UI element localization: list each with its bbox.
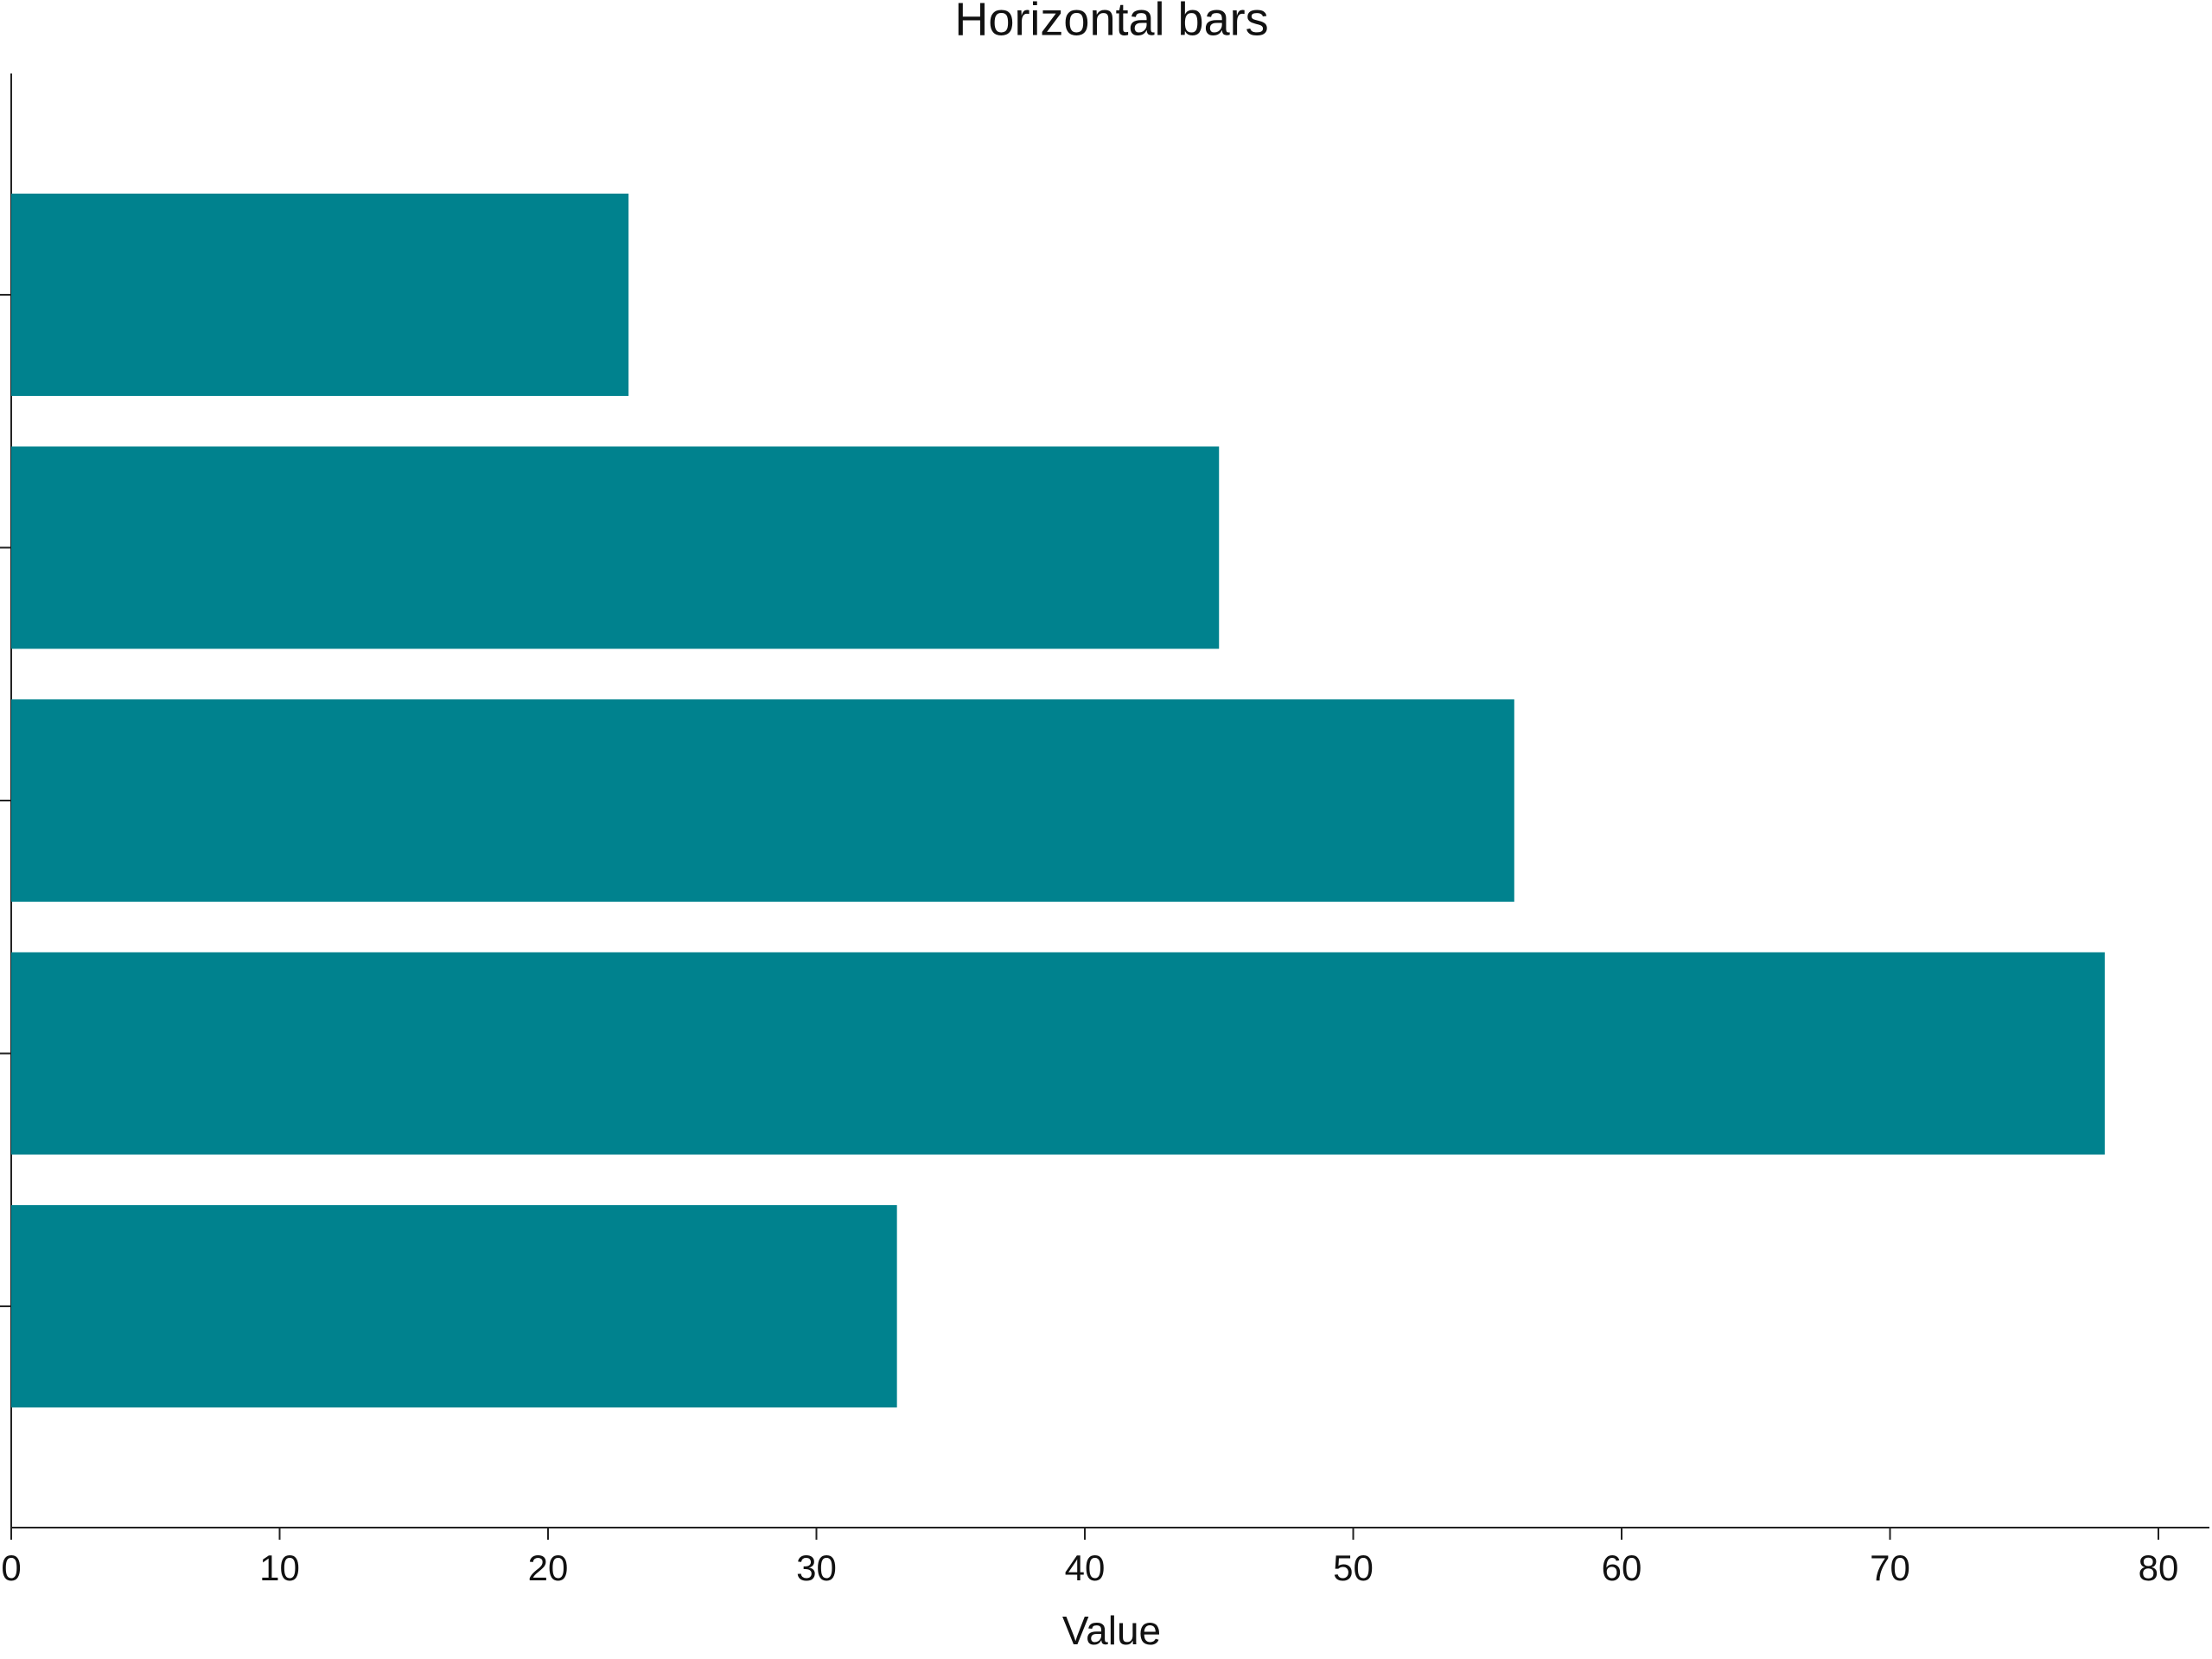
x-tick-label: 80 <box>2139 1547 2179 1588</box>
x-axis-label: Value <box>1062 1608 1161 1653</box>
bar <box>11 193 629 396</box>
x-tick-label: 50 <box>1333 1547 1374 1588</box>
x-tick-label: 70 <box>1870 1547 1910 1588</box>
x-tick-label: 0 <box>1 1547 21 1588</box>
bar <box>11 952 2105 1155</box>
chart-title: Horizontal bars <box>954 0 1268 45</box>
bar <box>11 446 1220 649</box>
x-tick-label: 30 <box>796 1547 837 1588</box>
x-tick-label: 40 <box>1065 1547 1106 1588</box>
bar <box>11 1205 897 1408</box>
x-tick-label: 20 <box>528 1547 569 1588</box>
x-tick-label: 60 <box>1602 1547 1642 1588</box>
bar <box>11 699 1514 903</box>
x-tick-label: 10 <box>259 1547 300 1588</box>
